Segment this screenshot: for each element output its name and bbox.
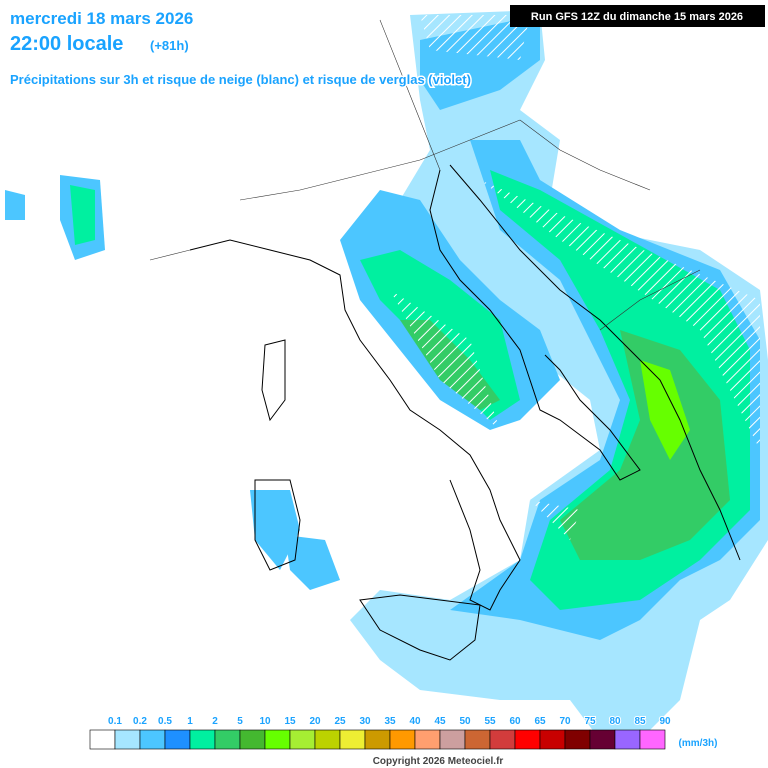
legend-swatch — [589, 729, 616, 750]
legend-label: 80 — [609, 716, 621, 727]
legend-swatch — [289, 729, 316, 750]
legend-label: 30 — [359, 716, 371, 727]
legend-swatch — [614, 729, 641, 750]
legend-label: 60 — [509, 716, 521, 727]
legend-label: 70 — [559, 716, 571, 727]
legend-swatch — [464, 729, 491, 750]
legend-unit: (mm/3h) — [679, 738, 718, 749]
legend-label: 65 — [534, 716, 546, 727]
time: 22:00 locale — [10, 33, 123, 55]
legend-label: 0.5 — [158, 716, 172, 727]
legend-label: 5 — [237, 716, 243, 727]
legend-swatch — [489, 729, 516, 750]
legend-swatch — [364, 729, 391, 750]
date: mercredi 18 mars 2026 — [10, 9, 193, 28]
coastlines — [149, 19, 741, 661]
legend-label: 15 — [284, 716, 296, 727]
legend-swatch — [389, 729, 416, 750]
legend-swatch — [439, 729, 466, 750]
legend-swatch — [514, 729, 541, 750]
legend-label: 50 — [459, 716, 471, 727]
legend-swatch — [414, 729, 441, 750]
legend-swatch — [189, 729, 216, 750]
legend-label: 0.2 — [133, 716, 147, 727]
legend-label: 40 — [409, 716, 421, 727]
legend-label: 45 — [434, 716, 446, 727]
legend-swatch — [639, 729, 666, 750]
subtitle: Précipitations sur 3h et risque de neige… — [10, 72, 471, 87]
run-box — [510, 5, 765, 27]
legend-swatch — [114, 729, 141, 750]
legend-swatch — [89, 729, 116, 750]
legend-label: 35 — [384, 716, 396, 727]
legend-swatch — [314, 729, 341, 750]
legend-label: 90 — [659, 716, 671, 727]
legend-swatch — [339, 729, 366, 750]
legend-label: 85 — [634, 716, 646, 727]
legend-swatch — [164, 729, 191, 750]
legend-swatch — [239, 729, 266, 750]
legend-label: 1 — [187, 716, 193, 727]
lead: (+81h) — [150, 38, 189, 53]
run-label: Run GFS 12Z du dimanche 15 mars 2026 — [531, 11, 743, 23]
legend-swatch — [539, 729, 566, 750]
precipitation — [5, 10, 768, 740]
legend-label: 0.1 — [108, 716, 122, 727]
legend-swatch — [214, 729, 241, 750]
legend-label: 10 — [259, 716, 271, 727]
legend-swatch — [264, 729, 291, 750]
copyright: Copyright 2026 Meteociel.fr — [373, 756, 504, 767]
legend-label: 55 — [484, 716, 496, 727]
legend-label: 20 — [309, 716, 321, 727]
legend-label: 2 — [212, 716, 218, 727]
legend: 0.1 0.2 0.5 1 2 5 10 15 20 25 30 35 40 45 50 55 60 65 70 75… — [89, 715, 672, 750]
legend-label: 25 — [334, 716, 346, 727]
legend-label: 75 — [584, 716, 596, 727]
legend-swatch — [564, 729, 591, 750]
legend-swatch — [139, 729, 166, 750]
